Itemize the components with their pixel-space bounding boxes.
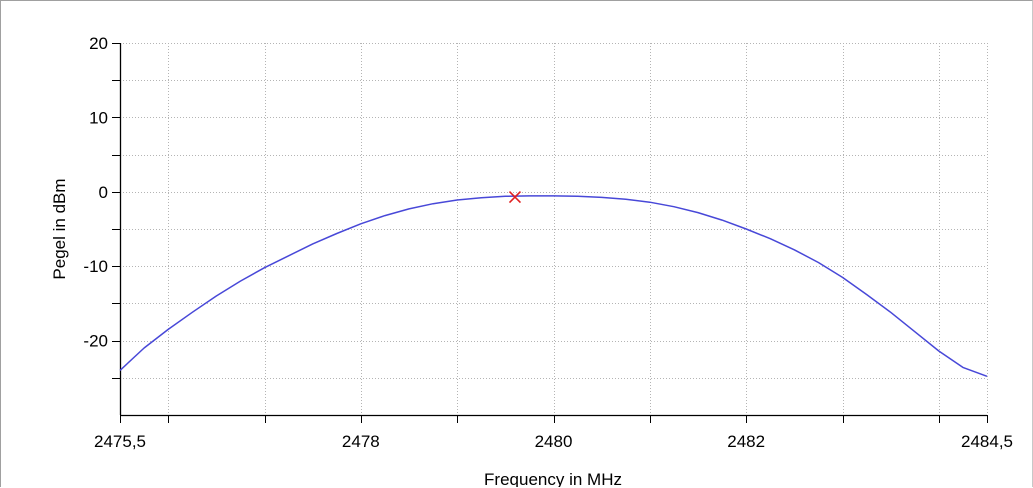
y-tick-label: 20 <box>89 34 108 53</box>
x-tick-label: 2475,5 <box>94 432 146 451</box>
x-tick-label: 2480 <box>535 432 573 451</box>
peak-marker-stroke <box>508 190 522 204</box>
axes-layer <box>112 43 988 423</box>
x-axis-label: Frequency in MHz <box>484 470 622 487</box>
peak-marker <box>508 190 522 204</box>
x-tick-label: 2484,5 <box>961 432 1013 451</box>
x-tick-label: 2478 <box>342 432 380 451</box>
y-tick-label: 0 <box>99 183 108 202</box>
y-axis-label: Pegel in dBm <box>50 178 69 279</box>
y-tick-label: -10 <box>83 257 108 276</box>
labels-layer: Frequency in MHz Pegel in dBm 2475,5 2478… <box>50 34 1013 487</box>
grid-layer <box>120 43 988 415</box>
spectrum-line <box>119 195 988 378</box>
plot-area <box>120 43 987 415</box>
data-layer <box>119 190 988 378</box>
y-tick-label: -20 <box>83 332 108 351</box>
x-tick-label: 2482 <box>727 432 765 451</box>
y-tick-label: 10 <box>89 108 108 127</box>
